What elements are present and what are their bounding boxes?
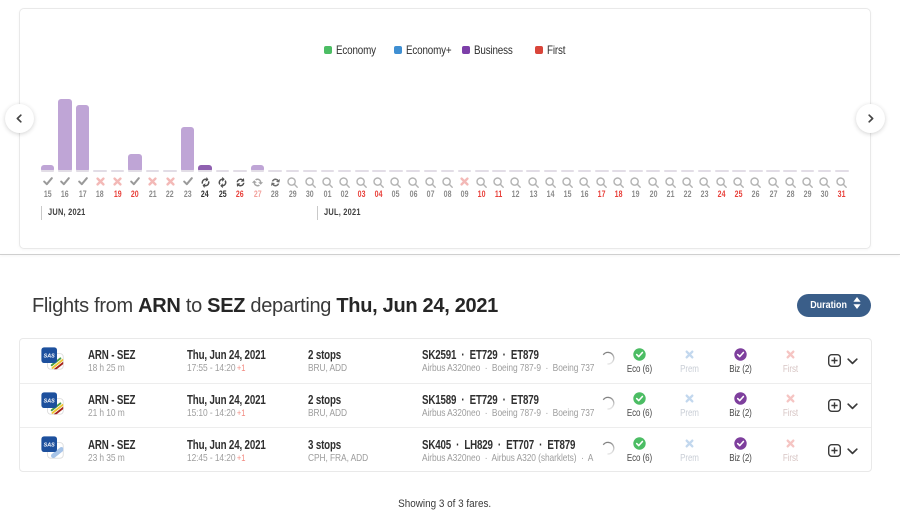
svg-text:SAS: SAS [44, 353, 55, 359]
svg-text:SAS: SAS [44, 398, 55, 404]
svg-text:SAS: SAS [44, 443, 55, 449]
